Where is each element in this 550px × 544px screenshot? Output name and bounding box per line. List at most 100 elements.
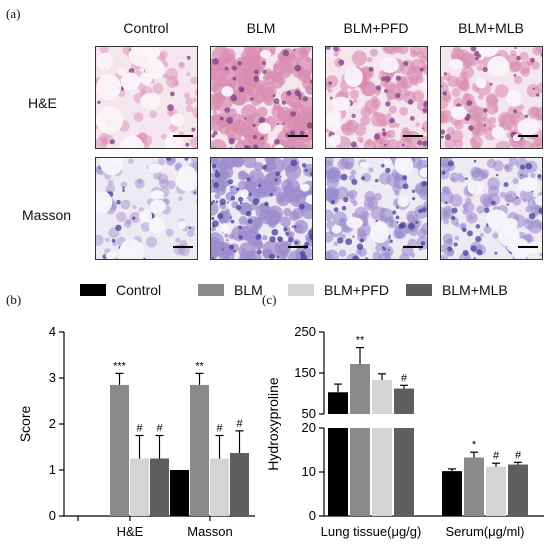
tissue-patch xyxy=(525,205,533,213)
tissue-patch xyxy=(409,50,418,58)
nucleus xyxy=(506,203,510,206)
tissue-patch xyxy=(443,218,450,225)
nucleus xyxy=(214,172,221,178)
nucleus xyxy=(395,215,400,220)
tissue-patch xyxy=(384,47,389,52)
nucleus xyxy=(273,98,280,104)
panel-label-b: (b) xyxy=(6,292,22,307)
tissue-patch xyxy=(292,207,304,220)
nucleus xyxy=(540,53,542,57)
nucleus xyxy=(310,79,312,84)
tissue-patch xyxy=(185,97,194,106)
tissue-patch xyxy=(262,234,268,241)
tissue-patch xyxy=(387,129,396,139)
nucleus xyxy=(143,257,146,259)
tissue-patch xyxy=(410,252,416,258)
tissue-patch xyxy=(394,190,400,196)
nucleus xyxy=(215,200,219,204)
nucleus xyxy=(387,248,390,251)
tissue-patch xyxy=(190,158,197,163)
alveolar-space xyxy=(148,217,165,234)
nucleus xyxy=(352,235,355,238)
alveolar-space xyxy=(105,251,118,259)
tissue-patch xyxy=(451,129,464,142)
tissue-patch xyxy=(214,193,221,200)
significance-mark: # xyxy=(493,450,500,462)
tissue-patch xyxy=(166,180,176,190)
tissue-patch xyxy=(463,201,475,213)
tissue-patch xyxy=(527,106,540,119)
nucleus xyxy=(274,178,278,182)
nucleus xyxy=(271,228,279,236)
nucleus xyxy=(257,184,262,188)
nucleus xyxy=(285,232,289,236)
tissue-patch xyxy=(476,64,484,72)
tissue-patch xyxy=(280,216,291,228)
panel-label-c: (c) xyxy=(262,292,277,307)
y-tick-label: 3 xyxy=(49,370,56,385)
tissue-patch xyxy=(472,142,481,148)
tissue-patch xyxy=(366,56,373,63)
tissue-patch xyxy=(407,65,423,82)
alveolar-space xyxy=(487,56,510,77)
nucleus xyxy=(211,134,216,138)
nucleus xyxy=(382,131,387,137)
nucleus xyxy=(473,257,476,259)
nucleus xyxy=(483,108,488,113)
nucleus xyxy=(491,200,496,206)
tissue-patch xyxy=(245,216,262,233)
nucleus xyxy=(248,192,252,196)
nucleus xyxy=(441,129,446,135)
nucleus xyxy=(365,257,369,259)
tissue-patch xyxy=(243,96,248,101)
nucleus xyxy=(411,196,416,201)
alveolar-space xyxy=(99,158,124,176)
tissue-patch xyxy=(512,177,519,185)
nucleus xyxy=(396,221,399,224)
bar-upper-segment xyxy=(350,363,370,414)
significance-mark: # xyxy=(216,423,223,435)
nucleus xyxy=(356,243,364,250)
nucleus xyxy=(232,65,237,71)
tissue-patch xyxy=(252,239,263,250)
bar xyxy=(230,452,249,516)
nucleus xyxy=(350,141,357,148)
nucleus xyxy=(395,93,401,99)
tissue-patch xyxy=(241,127,253,139)
nucleus xyxy=(345,238,353,246)
nucleus xyxy=(536,93,540,97)
tissue-patch xyxy=(487,177,500,190)
tissue-patch xyxy=(237,138,244,144)
nucleus xyxy=(299,203,305,210)
nucleus xyxy=(442,91,448,96)
nucleus xyxy=(420,241,426,246)
nucleus xyxy=(258,116,266,124)
tissue-patch xyxy=(177,61,186,69)
tissue-patch xyxy=(132,204,137,210)
nucleus xyxy=(421,180,427,187)
legend-label: BLM+PFD xyxy=(324,282,389,298)
tissue-patch xyxy=(441,190,454,205)
nucleus xyxy=(462,249,469,256)
nucleus xyxy=(253,75,260,82)
nucleus xyxy=(111,238,116,243)
nucleus xyxy=(282,49,290,57)
tissue-patch xyxy=(179,62,184,67)
nucleus xyxy=(290,159,298,167)
tissue-patch xyxy=(370,95,379,103)
nucleus xyxy=(272,94,276,98)
tissue-patch xyxy=(190,76,197,85)
tissue-patch xyxy=(265,161,271,167)
tissue-patch xyxy=(120,181,127,188)
tissue-patch xyxy=(442,233,453,244)
tissue-patch xyxy=(385,138,400,148)
nucleus xyxy=(252,123,256,128)
tissue-patch xyxy=(399,107,408,116)
tissue-patch xyxy=(179,240,188,248)
tissue-patch xyxy=(458,175,466,183)
bar-upper-segment xyxy=(372,379,392,414)
tissue-patch xyxy=(96,137,108,148)
tissue-patch xyxy=(100,47,109,54)
tissue-patch xyxy=(142,135,153,146)
tissue-patch xyxy=(217,65,223,71)
